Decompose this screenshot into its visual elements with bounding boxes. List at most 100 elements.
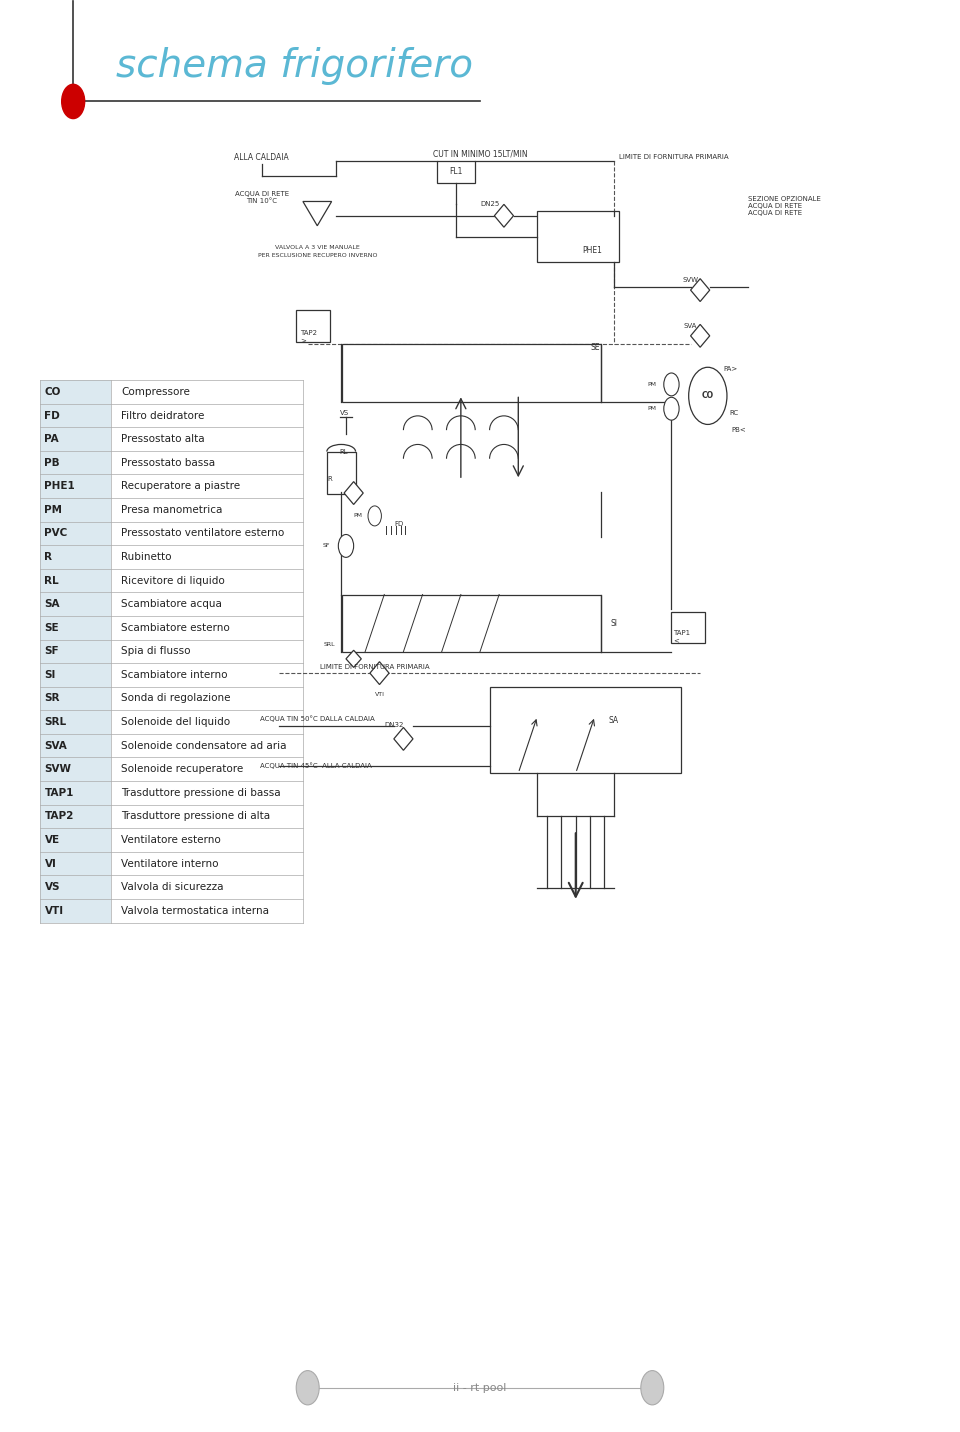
Polygon shape bbox=[494, 205, 514, 228]
Circle shape bbox=[368, 505, 381, 526]
Bar bbox=[39, 828, 111, 852]
Text: Trasduttore pressione di bassa: Trasduttore pressione di bassa bbox=[121, 788, 280, 798]
Circle shape bbox=[61, 84, 84, 119]
Text: TAP2: TAP2 bbox=[300, 329, 317, 337]
Text: VTI: VTI bbox=[44, 905, 63, 915]
Text: RL: RL bbox=[44, 576, 60, 586]
Bar bbox=[39, 899, 111, 922]
Bar bbox=[111, 404, 303, 427]
Text: RL: RL bbox=[340, 448, 348, 454]
Text: SF: SF bbox=[44, 646, 60, 656]
Text: Scambiatore interno: Scambiatore interno bbox=[121, 670, 228, 680]
Bar bbox=[39, 451, 111, 474]
Text: Compressore: Compressore bbox=[121, 387, 190, 397]
Bar bbox=[39, 663, 111, 687]
Bar bbox=[297, 311, 329, 342]
Text: FD: FD bbox=[44, 411, 60, 421]
Text: TAP2: TAP2 bbox=[44, 812, 74, 822]
Text: Trasduttore pressione di alta: Trasduttore pressione di alta bbox=[121, 812, 270, 822]
Text: Ventilatore interno: Ventilatore interno bbox=[121, 859, 219, 869]
Text: SVW: SVW bbox=[683, 276, 699, 284]
Text: <: < bbox=[673, 637, 680, 643]
Text: Solenoide del liquido: Solenoide del liquido bbox=[121, 717, 230, 727]
Text: PHE1: PHE1 bbox=[582, 245, 602, 255]
Text: DN32: DN32 bbox=[384, 722, 403, 727]
Bar bbox=[111, 474, 303, 498]
Circle shape bbox=[663, 372, 679, 395]
Text: PHE1: PHE1 bbox=[44, 481, 75, 491]
Bar bbox=[111, 521, 303, 546]
Polygon shape bbox=[690, 279, 709, 302]
Text: Valvola di sicurezza: Valvola di sicurezza bbox=[121, 882, 224, 892]
Bar bbox=[111, 451, 303, 474]
Text: PM: PM bbox=[648, 382, 657, 387]
Bar bbox=[39, 758, 111, 780]
Text: Filtro deidratore: Filtro deidratore bbox=[121, 411, 204, 421]
Circle shape bbox=[688, 367, 727, 424]
Text: LIMITE DI FORNITURA PRIMARIA: LIMITE DI FORNITURA PRIMARIA bbox=[320, 664, 429, 670]
Text: PA: PA bbox=[44, 434, 60, 444]
Polygon shape bbox=[346, 650, 361, 667]
Bar bbox=[111, 852, 303, 875]
Text: VS: VS bbox=[44, 882, 60, 892]
Text: VALVOLA A 3 VIE MANUALE: VALVOLA A 3 VIE MANUALE bbox=[275, 245, 360, 249]
Text: CO: CO bbox=[44, 387, 60, 397]
Bar bbox=[111, 498, 303, 521]
Text: ACQUA TIN 45°C  ALLA CALDAIA: ACQUA TIN 45°C ALLA CALDAIA bbox=[260, 763, 372, 769]
Bar bbox=[111, 758, 303, 780]
Text: VS: VS bbox=[340, 410, 348, 417]
Text: SVW: SVW bbox=[44, 765, 71, 775]
Bar bbox=[39, 687, 111, 710]
Text: LIMITE DI FORNITURA PRIMARIA: LIMITE DI FORNITURA PRIMARIA bbox=[619, 155, 729, 160]
Text: SR: SR bbox=[44, 693, 60, 703]
Text: Spia di flusso: Spia di flusso bbox=[121, 646, 190, 656]
Bar bbox=[437, 162, 475, 183]
Text: CUT IN MINIMO 15LT/MIN: CUT IN MINIMO 15LT/MIN bbox=[433, 150, 527, 159]
Bar bbox=[111, 710, 303, 733]
Bar bbox=[326, 451, 355, 494]
Bar bbox=[39, 593, 111, 616]
Text: SI: SI bbox=[611, 619, 617, 627]
Text: PVC: PVC bbox=[44, 528, 68, 538]
Bar bbox=[39, 780, 111, 805]
Text: Solenoide recuperatore: Solenoide recuperatore bbox=[121, 765, 243, 775]
Text: Solenoide condensatore ad aria: Solenoide condensatore ad aria bbox=[121, 740, 286, 750]
Bar bbox=[538, 212, 619, 262]
Text: SE: SE bbox=[590, 342, 600, 352]
Text: PER ESCLUSIONE RECUPERO INVERNO: PER ESCLUSIONE RECUPERO INVERNO bbox=[257, 253, 377, 258]
Text: Pressostato alta: Pressostato alta bbox=[121, 434, 204, 444]
Text: Scambiatore esterno: Scambiatore esterno bbox=[121, 623, 229, 633]
Text: ALLA CALDAIA: ALLA CALDAIA bbox=[234, 153, 289, 162]
Text: CO: CO bbox=[702, 391, 714, 401]
Bar bbox=[39, 474, 111, 498]
Circle shape bbox=[641, 1370, 663, 1405]
Bar bbox=[111, 427, 303, 451]
Text: SE: SE bbox=[44, 623, 60, 633]
Circle shape bbox=[297, 1370, 319, 1405]
Text: >: > bbox=[300, 337, 306, 344]
Bar bbox=[342, 345, 601, 401]
Bar bbox=[39, 733, 111, 758]
Bar bbox=[39, 498, 111, 521]
Bar bbox=[111, 875, 303, 899]
Text: Rubinetto: Rubinetto bbox=[121, 551, 172, 561]
Bar bbox=[671, 611, 705, 643]
Bar bbox=[39, 852, 111, 875]
Bar bbox=[39, 427, 111, 451]
Text: DN25: DN25 bbox=[480, 202, 499, 208]
Text: TAP1: TAP1 bbox=[44, 788, 74, 798]
Polygon shape bbox=[344, 481, 363, 504]
Bar bbox=[39, 805, 111, 828]
Bar bbox=[111, 616, 303, 640]
Text: SVA: SVA bbox=[684, 322, 697, 329]
Bar bbox=[111, 733, 303, 758]
Bar bbox=[111, 780, 303, 805]
Text: SRL: SRL bbox=[44, 717, 66, 727]
Polygon shape bbox=[690, 325, 709, 348]
Circle shape bbox=[663, 397, 679, 420]
Text: VI: VI bbox=[44, 859, 57, 869]
Bar bbox=[111, 687, 303, 710]
Text: PM: PM bbox=[44, 505, 62, 516]
Text: PB: PB bbox=[44, 458, 60, 468]
Bar bbox=[39, 521, 111, 546]
